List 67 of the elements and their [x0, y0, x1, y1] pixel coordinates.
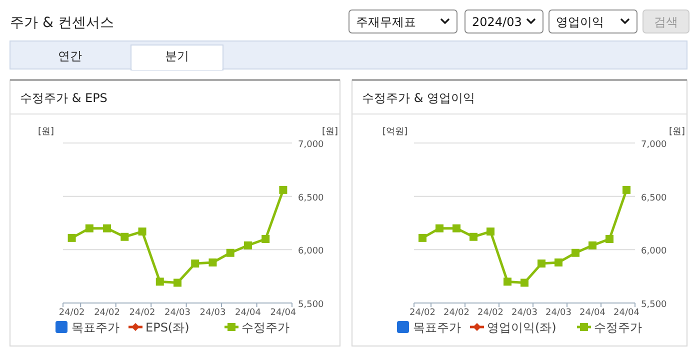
point: [588, 241, 596, 250]
point: [103, 224, 112, 232]
point: [572, 248, 580, 257]
legend-label: 영업이익(좌): [487, 320, 556, 334]
text: 주가 & 컨센서스: [10, 15, 114, 31]
legend-label: 목표주가: [72, 320, 120, 334]
text: 분기: [165, 49, 189, 63]
point: [622, 186, 630, 194]
chart-title: 수정주가 & 영업이익: [362, 91, 475, 105]
point: [486, 228, 494, 236]
point: [436, 224, 444, 232]
point: [85, 224, 94, 232]
point: [138, 228, 146, 236]
legend-label: EPS(좌): [146, 320, 190, 334]
legend-label: 목표주가: [413, 320, 461, 334]
point: [191, 260, 200, 268]
point: [244, 241, 252, 250]
x-tick-label: 24/04: [234, 308, 262, 318]
text: 2024/03: [472, 15, 522, 29]
point: [279, 186, 288, 194]
point: [606, 235, 614, 243]
y2-tick-label: 7,000: [298, 140, 324, 150]
text: 연간: [58, 49, 82, 63]
x-tick-label: 24/02: [58, 308, 85, 318]
x-tick-label: 24/03: [164, 308, 190, 318]
text: 영업이익: [556, 15, 604, 29]
y2-axis-title: [원]: [322, 127, 338, 137]
text: 주재무제표: [356, 15, 416, 29]
point: [120, 232, 129, 241]
point: [452, 224, 460, 232]
point: [174, 278, 182, 287]
x-tick-label: 24/02: [94, 308, 120, 318]
x-tick-label: 24/04: [614, 308, 640, 318]
point: [262, 235, 270, 243]
x-tick-label: 24/02: [478, 308, 504, 318]
y2-tick-label: 6,500: [298, 193, 324, 204]
x-tick-label: 24/02: [444, 308, 470, 318]
y2-tick-label: 6,000: [298, 246, 324, 257]
chart-title: 수정주가 & EPS: [20, 91, 108, 105]
y2-axis-title: [원]: [668, 127, 686, 137]
point: [538, 260, 546, 268]
y2-tick-label: 5,500: [298, 300, 324, 310]
point: [226, 248, 234, 257]
x-tick-label: 24/03: [546, 308, 572, 318]
x-tick-label: 24/03: [200, 308, 226, 318]
x-tick-label: 24/04: [270, 308, 296, 318]
y-axis-title: [원]: [38, 127, 54, 137]
point: [520, 278, 528, 287]
legend-label: 수정주가: [242, 320, 290, 334]
point: [554, 258, 562, 266]
x-tick-label: 24/03: [512, 308, 538, 318]
y-axis-title: [억원]: [382, 127, 408, 137]
point: [418, 234, 426, 242]
x-tick-label: 24/02: [410, 308, 436, 318]
point: [68, 234, 76, 242]
text: 검색: [654, 15, 678, 29]
y2-tick-label: 6,000: [641, 246, 668, 257]
x-tick-label: 24/02: [129, 308, 156, 318]
point: [504, 278, 512, 286]
x-tick-label: 24/04: [580, 308, 606, 318]
point: [156, 278, 164, 286]
y2-tick-label: 6,500: [641, 193, 668, 204]
y2-tick-label: 5,500: [641, 300, 668, 310]
point: [470, 232, 478, 241]
point: [208, 258, 217, 266]
y2-tick-label: 7,000: [641, 140, 668, 150]
legend-label: 수정주가: [594, 320, 642, 334]
